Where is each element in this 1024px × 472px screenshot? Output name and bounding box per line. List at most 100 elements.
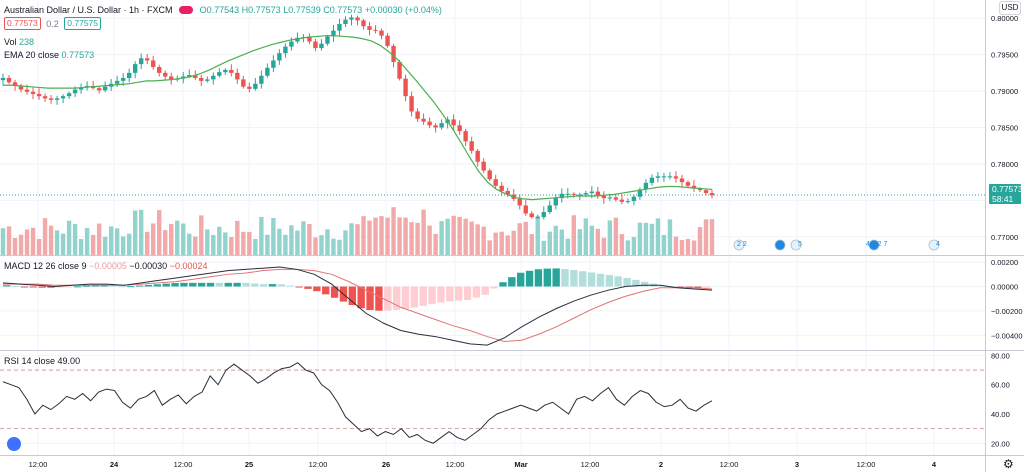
macd-histogram-bar bbox=[135, 285, 144, 287]
volume-bar bbox=[505, 235, 510, 255]
volume-bar bbox=[108, 226, 114, 255]
macd-histogram-bar bbox=[91, 285, 99, 287]
time-tick-label: 26 bbox=[382, 460, 390, 469]
macd-histogram-bar bbox=[47, 286, 55, 288]
volume-bar bbox=[487, 240, 492, 255]
volume-bar bbox=[138, 209, 144, 255]
time-tick-label: 4 bbox=[932, 460, 937, 469]
candle-body bbox=[451, 119, 456, 126]
candle-body bbox=[631, 196, 637, 202]
macd-histogram-bar bbox=[180, 282, 188, 287]
macd-histogram-bar bbox=[277, 284, 286, 287]
volume-bar bbox=[409, 222, 414, 255]
volume-bar bbox=[187, 233, 192, 255]
volume-bar bbox=[277, 228, 282, 255]
candle-body bbox=[487, 170, 492, 180]
candle-body bbox=[625, 201, 631, 203]
macd-histogram-bar bbox=[703, 286, 711, 288]
volume-bar bbox=[126, 233, 132, 255]
rsi-tick-label: 80.00 bbox=[991, 351, 1010, 360]
candle-body bbox=[529, 213, 534, 218]
volume-bar bbox=[265, 234, 270, 255]
volume-bar bbox=[541, 240, 546, 255]
candle-body bbox=[397, 61, 402, 79]
candle-body bbox=[385, 35, 390, 46]
candle-body bbox=[505, 190, 510, 195]
volume-bar bbox=[325, 229, 330, 255]
volume-bar bbox=[223, 232, 228, 255]
candle-body bbox=[439, 123, 444, 128]
candle-body bbox=[499, 185, 504, 191]
volume-bar bbox=[481, 226, 486, 255]
macd-histogram-bar bbox=[676, 286, 684, 288]
volume-bar bbox=[343, 230, 348, 255]
macd-histogram-bar bbox=[446, 286, 454, 302]
macd-histogram-bar bbox=[685, 286, 693, 288]
bar-countdown: 58:41 bbox=[992, 194, 1014, 204]
macd-histogram-bar bbox=[543, 268, 551, 287]
gear-icon[interactable]: ⚙ bbox=[1003, 457, 1014, 471]
macd-histogram-bar bbox=[596, 273, 605, 287]
candle-body bbox=[355, 17, 360, 21]
volume-bar bbox=[553, 225, 558, 255]
volume-bar bbox=[48, 225, 54, 255]
volume-bar bbox=[397, 217, 402, 255]
macd-histogram-bar bbox=[144, 284, 153, 287]
macd-histogram-bar bbox=[29, 286, 37, 288]
volume-bar bbox=[145, 231, 150, 255]
macd-histogram-bar bbox=[481, 286, 489, 295]
candle-body bbox=[409, 96, 414, 112]
volume-bar bbox=[289, 225, 294, 255]
macd-histogram-bar bbox=[614, 276, 622, 287]
volume-bar bbox=[529, 234, 534, 255]
market-status-icon[interactable] bbox=[179, 5, 194, 14]
macd-tick-label: −0.00400 bbox=[991, 331, 1023, 340]
macd-histogram-bar bbox=[65, 286, 73, 288]
event-flag-icon bbox=[733, 239, 745, 251]
volume-bar bbox=[54, 230, 60, 255]
time-tick-label: 12:00 bbox=[857, 460, 876, 469]
macd-histogram-bar bbox=[366, 286, 374, 311]
macd-histogram-bar bbox=[3, 285, 11, 287]
macd-histogram-bar bbox=[197, 282, 206, 287]
volume-bar bbox=[475, 224, 480, 255]
volume-bar bbox=[259, 216, 264, 255]
volume-bar bbox=[637, 222, 643, 255]
sell-button[interactable]: 0.77573 bbox=[4, 17, 41, 31]
candle-body bbox=[415, 111, 420, 119]
macd-histogram-bar bbox=[118, 286, 126, 288]
candle-body bbox=[223, 69, 228, 73]
volume-bar bbox=[102, 236, 108, 255]
volume-bar bbox=[235, 220, 240, 255]
candle-body bbox=[661, 176, 667, 178]
time-tick-label: 12:00 bbox=[720, 460, 739, 469]
volume-bar bbox=[517, 223, 522, 255]
macd-histogram-bar bbox=[570, 269, 578, 287]
candle-body bbox=[247, 86, 252, 89]
candle-body bbox=[475, 150, 480, 162]
candle-body bbox=[307, 37, 312, 42]
macd-histogram-bar bbox=[162, 283, 170, 287]
buy-button[interactable]: 0.77575 bbox=[64, 17, 102, 31]
candle-body bbox=[235, 72, 240, 80]
macd-histogram-bar bbox=[82, 285, 91, 287]
candle-body bbox=[379, 30, 384, 36]
volume-bar bbox=[6, 226, 12, 255]
last-price-tag: 0.77573 58:41 bbox=[989, 184, 1023, 204]
change-value: +0.00030 (+0.04%) bbox=[364, 4, 442, 15]
macd-histogram-bar bbox=[295, 286, 303, 288]
macd-histogram-bar bbox=[268, 284, 277, 287]
header-legend: Australian Dollar / U.S. Dollar · 1h · F… bbox=[4, 3, 442, 16]
macd-histogram-bar bbox=[304, 286, 312, 289]
price-tick-label: 0.78500 bbox=[991, 124, 1018, 133]
candle-body bbox=[0, 77, 6, 81]
volume-bar bbox=[181, 223, 186, 255]
tradingview-logo bbox=[7, 437, 21, 451]
time-tick-label: 12:00 bbox=[309, 460, 328, 469]
volume-bar bbox=[331, 238, 336, 255]
macd-histogram-bar bbox=[100, 285, 108, 287]
currency-button[interactable]: USD bbox=[999, 1, 1021, 15]
candle-body bbox=[391, 45, 396, 62]
ema-legend: EMA 20 close 0.77573 bbox=[4, 48, 94, 61]
